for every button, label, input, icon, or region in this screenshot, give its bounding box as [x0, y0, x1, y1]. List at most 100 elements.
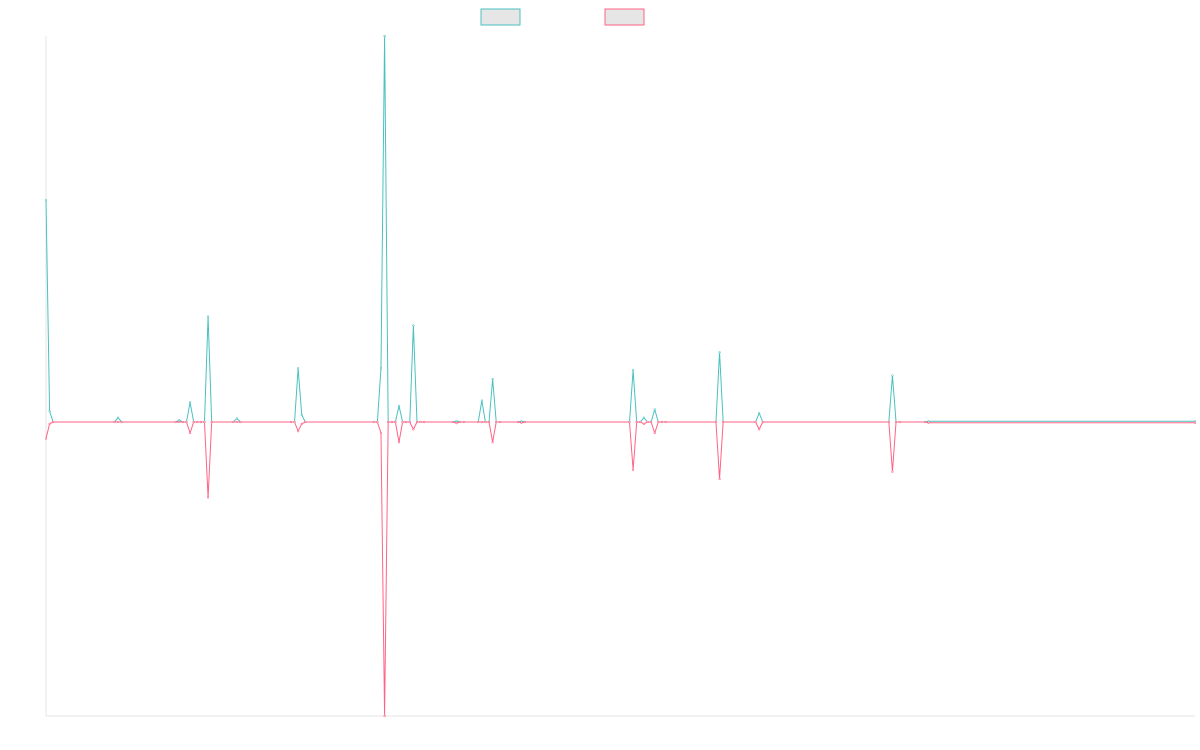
- series-2-point[interactable]: [516, 420, 519, 424]
- series-2-point[interactable]: [188, 431, 192, 435]
- legend[interactable]: [480, 8, 645, 26]
- series-1-point[interactable]: [412, 324, 415, 327]
- series-2-point[interactable]: [462, 420, 465, 424]
- series-1-point[interactable]: [178, 419, 181, 422]
- series-2-point[interactable]: [412, 428, 415, 431]
- series-2-point[interactable]: [898, 420, 901, 424]
- series-2-point[interactable]: [383, 714, 386, 718]
- series-1-point[interactable]: [297, 367, 300, 370]
- series-2-point[interactable]: [397, 441, 401, 444]
- series-2-point[interactable]: [642, 422, 646, 425]
- series-2-point[interactable]: [419, 420, 422, 424]
- series-2-point[interactable]: [646, 420, 649, 424]
- series-2-point[interactable]: [376, 420, 379, 424]
- series-2-point[interactable]: [650, 420, 653, 424]
- series-2-point[interactable]: [372, 420, 375, 424]
- series-2-point[interactable]: [185, 420, 188, 424]
- series-2-point[interactable]: [923, 420, 926, 424]
- series-2-point[interactable]: [293, 420, 296, 424]
- series-1-point[interactable]: [206, 315, 210, 318]
- series-2-point[interactable]: [174, 420, 177, 424]
- series-2-point[interactable]: [210, 420, 213, 424]
- series-2-point[interactable]: [196, 420, 199, 424]
- series-2-point[interactable]: [718, 477, 721, 481]
- series-2-point[interactable]: [181, 420, 184, 424]
- series-2-point[interactable]: [639, 420, 642, 424]
- series-2-point[interactable]: [52, 420, 55, 424]
- series-1-point[interactable]: [188, 401, 192, 404]
- series-2-point[interactable]: [297, 430, 300, 433]
- series-2-point[interactable]: [203, 420, 206, 424]
- series-2-point[interactable]: [632, 468, 635, 471]
- series-2-point[interactable]: [379, 431, 383, 435]
- series-2-point[interactable]: [116, 420, 120, 424]
- series-1-point[interactable]: [718, 351, 721, 354]
- series-2-point[interactable]: [113, 420, 116, 424]
- series-2-point[interactable]: [491, 441, 494, 444]
- series-1-point[interactable]: [491, 378, 494, 381]
- series-2-point[interactable]: [520, 421, 523, 424]
- series-2-point[interactable]: [192, 420, 195, 424]
- series-2-point[interactable]: [484, 420, 487, 424]
- series-2-point[interactable]: [206, 496, 210, 499]
- legend-swatch-series-2[interactable]: [604, 8, 645, 26]
- series-1-point[interactable]: [632, 369, 635, 372]
- series-1-point[interactable]: [653, 408, 656, 411]
- series-2-point[interactable]: [891, 470, 894, 473]
- series-2-point[interactable]: [761, 420, 764, 424]
- series-2-point[interactable]: [304, 420, 307, 424]
- series-2-point[interactable]: [423, 420, 426, 424]
- series-2-point[interactable]: [628, 420, 631, 424]
- series-2-point[interactable]: [635, 420, 638, 424]
- series-2-point[interactable]: [232, 420, 235, 424]
- series-1-point[interactable]: [379, 367, 383, 370]
- series-1-point[interactable]: [116, 416, 120, 419]
- series-2-point[interactable]: [887, 420, 890, 424]
- series-2-point[interactable]: [178, 420, 181, 424]
- series-2-point[interactable]: [405, 420, 408, 424]
- series-2-point[interactable]: [289, 420, 293, 424]
- series-2-point[interactable]: [480, 420, 483, 424]
- series-2-point[interactable]: [487, 420, 491, 424]
- series-1-point[interactable]: [758, 411, 761, 415]
- series-2-point[interactable]: [927, 421, 930, 424]
- series-1-point[interactable]: [455, 419, 458, 423]
- series-2-point[interactable]: [455, 422, 458, 425]
- series-2-point[interactable]: [387, 420, 390, 424]
- series-2-point[interactable]: [664, 420, 667, 424]
- series-1-point[interactable]: [642, 416, 646, 419]
- series-2-point[interactable]: [401, 420, 404, 424]
- series-1-point[interactable]: [397, 404, 401, 408]
- series-1-point[interactable]: [480, 399, 483, 402]
- series-2-point[interactable]: [653, 431, 656, 435]
- series-2-point[interactable]: [660, 420, 664, 424]
- series-2-point[interactable]: [498, 420, 501, 424]
- series-1-point[interactable]: [891, 374, 894, 377]
- series-2-point[interactable]: [120, 420, 123, 424]
- series-1-point[interactable]: [300, 413, 303, 416]
- series-2-point[interactable]: [657, 420, 660, 424]
- series-2-point[interactable]: [459, 420, 462, 424]
- series-2-point[interactable]: [239, 420, 242, 424]
- series-2-point[interactable]: [714, 420, 718, 424]
- series-2-point[interactable]: [523, 420, 527, 424]
- legend-swatch-series-1[interactable]: [480, 8, 521, 26]
- series-2-point[interactable]: [495, 420, 498, 424]
- series-2-point[interactable]: [44, 437, 48, 440]
- series-2-point[interactable]: [300, 422, 303, 425]
- series-2-point[interactable]: [477, 420, 480, 424]
- series-1-point[interactable]: [235, 417, 238, 420]
- series-2-point[interactable]: [451, 420, 455, 424]
- series-2-point[interactable]: [894, 420, 898, 424]
- series-2-point[interactable]: [408, 420, 411, 424]
- series-2-point[interactable]: [415, 420, 419, 424]
- series-2-point[interactable]: [235, 420, 238, 424]
- series-1-point[interactable]: [48, 410, 51, 413]
- series-2-point[interactable]: [394, 420, 397, 424]
- series-2-point[interactable]: [390, 420, 393, 424]
- series-2-point[interactable]: [48, 422, 51, 425]
- series-2-point[interactable]: [754, 420, 757, 424]
- series-2-point[interactable]: [722, 420, 725, 424]
- series-1-point[interactable]: [383, 34, 386, 38]
- series-2-point[interactable]: [199, 420, 202, 424]
